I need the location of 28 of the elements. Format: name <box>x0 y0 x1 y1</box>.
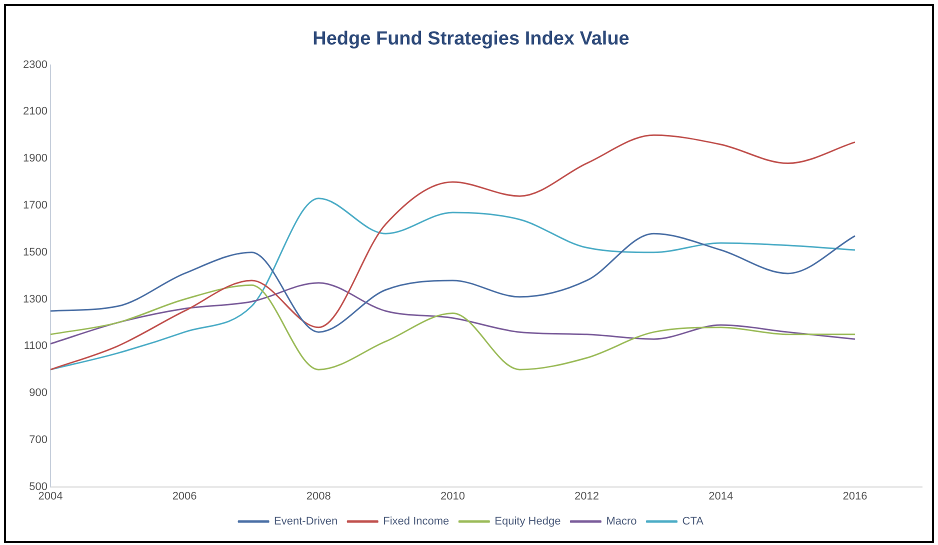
x-tick-label: 2006 <box>172 490 197 502</box>
y-tick-label: 1300 <box>22 293 48 306</box>
legend-label: CTA <box>682 516 704 528</box>
x-tick-label: 2010 <box>440 490 465 502</box>
y-tick-label: 900 <box>29 387 48 400</box>
legend-label: Fixed Income <box>383 516 450 528</box>
x-tick-label: 2008 <box>306 490 331 502</box>
y-tick-label: 700 <box>29 434 48 446</box>
y-tick-label: 1100 <box>24 340 48 352</box>
y-tick-label: 1900 <box>22 152 48 165</box>
legend-label: Event-Driven <box>274 516 338 528</box>
x-tick-label: 2012 <box>574 490 600 502</box>
chart-title: Hedge Fund Strategies Index Value <box>312 28 630 50</box>
line-series <box>50 282 856 345</box>
legend-label: Equity Hedge <box>494 516 561 528</box>
x-tick-label: 2014 <box>708 490 734 502</box>
y-tick-label: 2100 <box>22 106 48 118</box>
y-tick-label: 500 <box>29 480 48 493</box>
line-series <box>50 284 856 370</box>
x-tick-label: 2016 <box>842 490 868 502</box>
y-tick-label: 2300 <box>22 58 48 71</box>
y-tick-label: 1500 <box>22 246 48 258</box>
line-series <box>50 232 856 333</box>
legend-label: Macro <box>606 516 637 528</box>
x-tick-label: 2004 <box>38 490 63 502</box>
line-series <box>50 134 856 370</box>
line-series <box>50 198 856 370</box>
y-tick-label: 1700 <box>22 200 48 212</box>
